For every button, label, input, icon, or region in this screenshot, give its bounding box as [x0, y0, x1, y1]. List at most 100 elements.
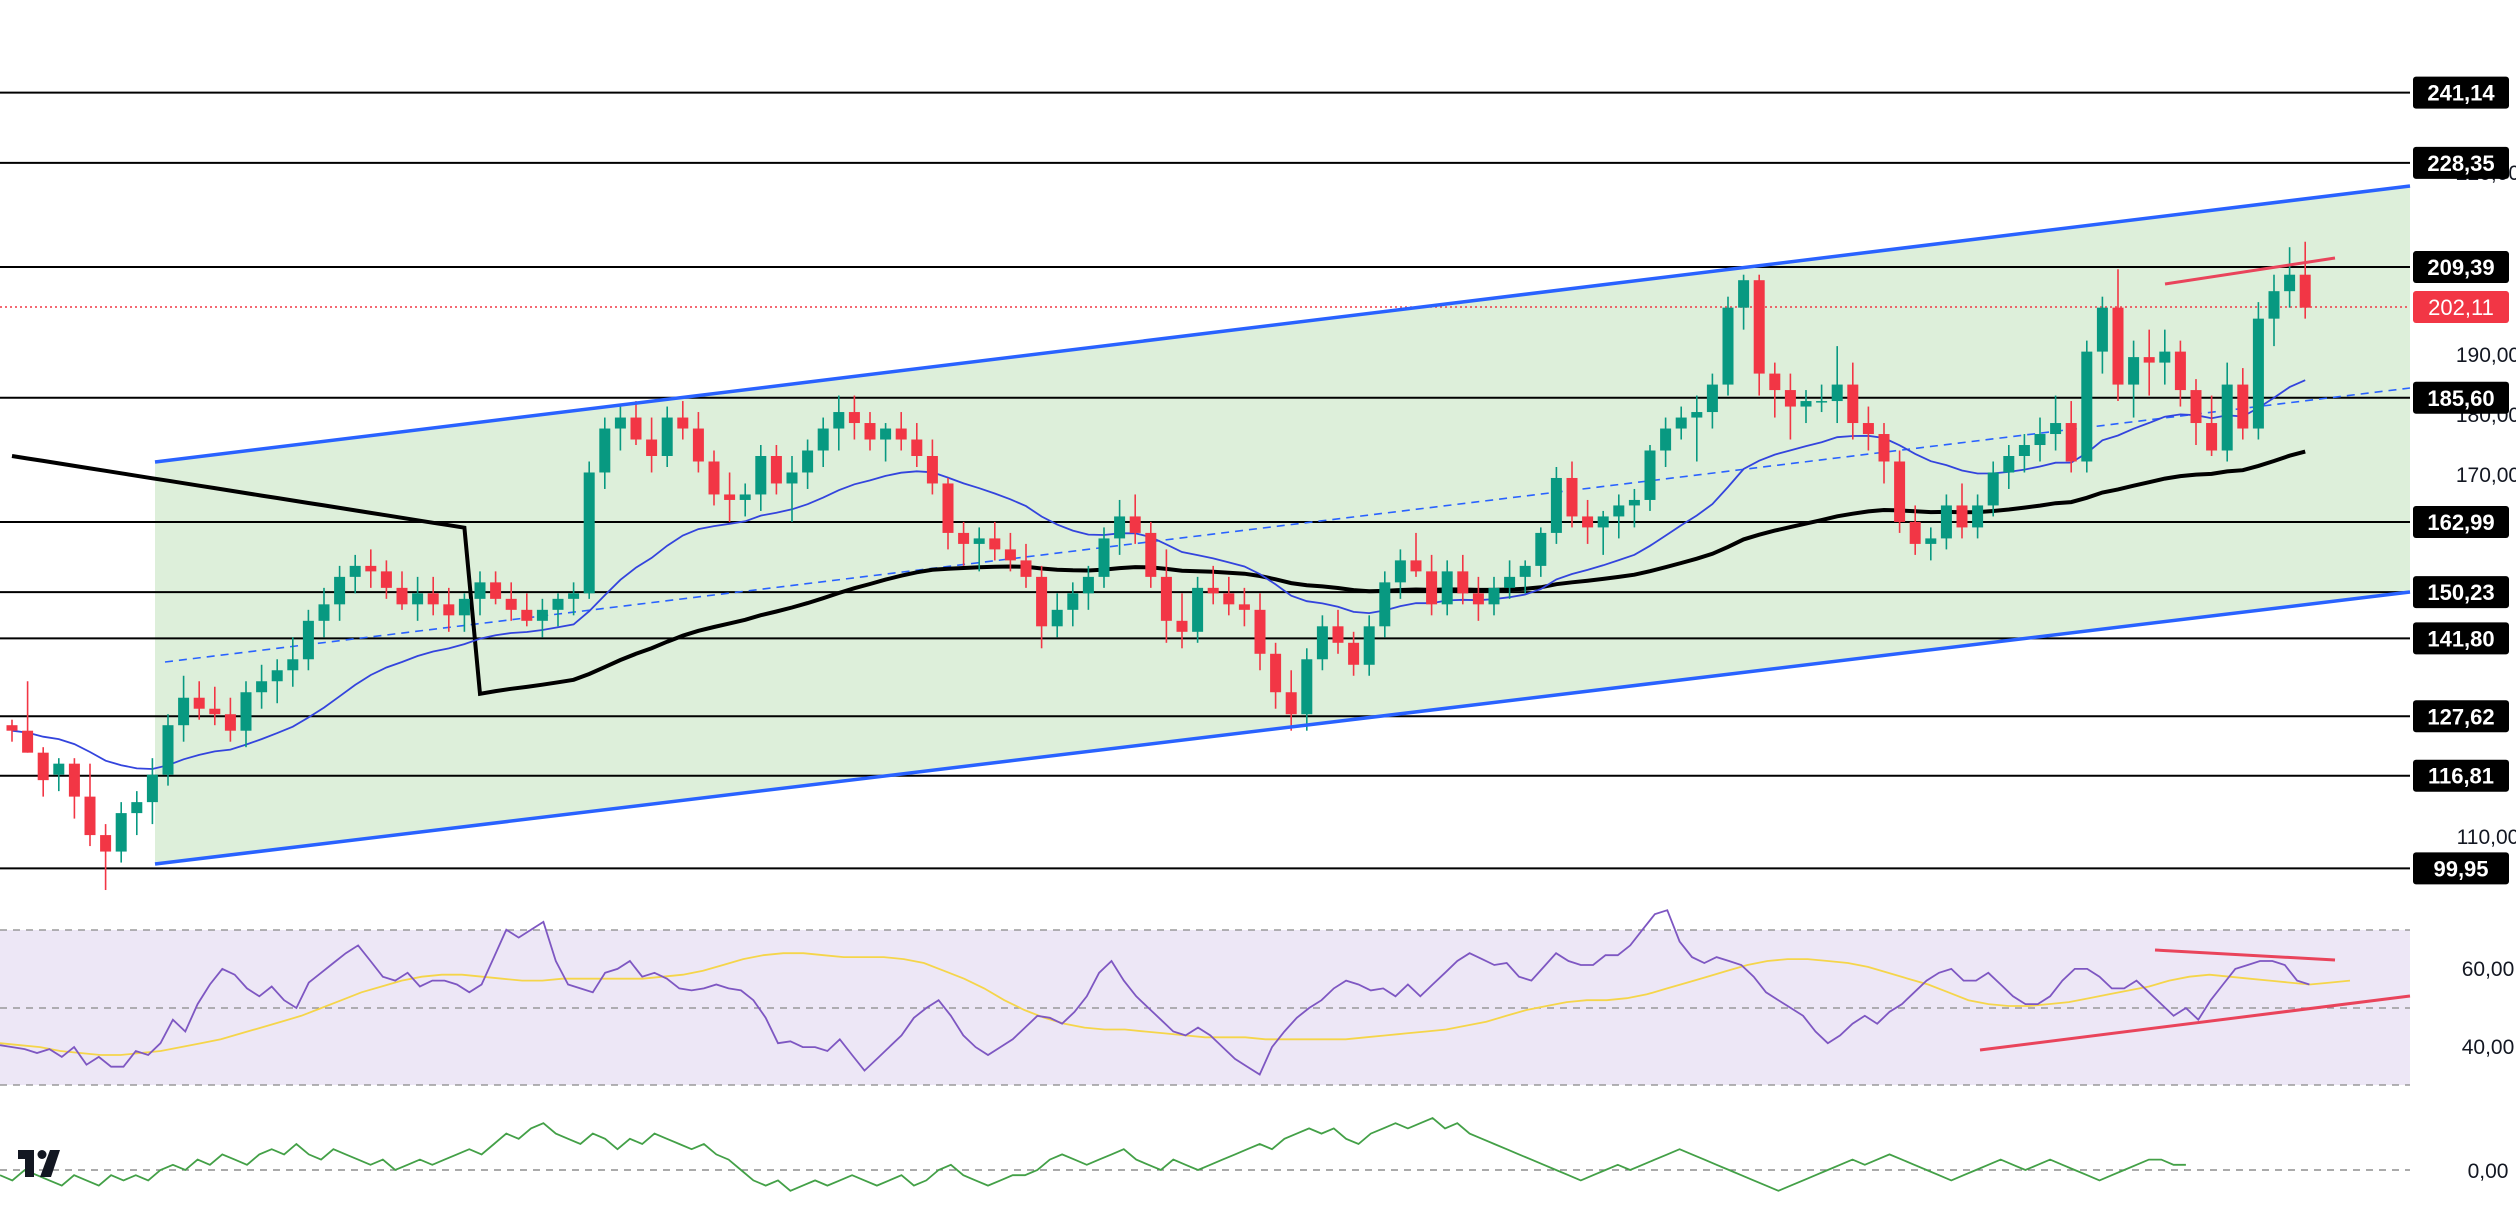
candlestick-series: [6, 241, 2311, 891]
candle-94: [1472, 576, 1484, 621]
candle-66: [1036, 565, 1048, 649]
price-axis[interactable]: 220,00190,00180,00170,00110,00241,14228,…: [2413, 76, 2516, 1183]
candle-body: [1644, 450, 1656, 500]
level-badge-label-5: 150,23: [2427, 580, 2494, 605]
candle-body: [1176, 620, 1188, 632]
candle-body: [1004, 549, 1016, 561]
candle-body: [474, 582, 486, 599]
candle-body: [1519, 565, 1531, 577]
candle-70: [1098, 527, 1110, 588]
candle-104: [1628, 488, 1640, 528]
candle-40: [630, 401, 642, 446]
candle-body: [2221, 384, 2233, 451]
candle-88: [1379, 571, 1391, 638]
candle-59: [926, 439, 938, 495]
candle-body: [880, 428, 892, 440]
candle-body: [1379, 582, 1391, 627]
ema-50-line: [11, 379, 2306, 770]
candle-body: [2096, 307, 2108, 352]
candle-141: [2206, 395, 2218, 456]
candle-57: [895, 412, 907, 451]
candle-body: [100, 835, 112, 852]
candle-119: [1862, 406, 1874, 451]
candle-64: [1004, 532, 1016, 572]
candle-body: [1894, 461, 1906, 522]
candle-144: [2252, 302, 2264, 440]
candle-6: [100, 824, 112, 891]
level-badge-9: [2413, 852, 2509, 885]
candle-62: [973, 527, 985, 572]
candle-53: [833, 395, 845, 451]
candle-93: [1457, 554, 1469, 605]
level-badge-label-9: 99,95: [2433, 856, 2488, 881]
candle-35: [552, 593, 564, 627]
candle-body: [2050, 423, 2062, 435]
level-badge-label-7: 127,62: [2427, 704, 2494, 729]
candle-108: [1691, 395, 1703, 462]
candle-body: [677, 417, 689, 429]
candle-body: [2003, 456, 2015, 473]
momentum-pane: [0, 1116, 2410, 1192]
candle-36: [568, 582, 580, 616]
candle-103: [1613, 494, 1625, 539]
candle-body: [2237, 384, 2249, 429]
candle-body: [162, 725, 174, 775]
candle-body: [1394, 560, 1406, 583]
candle-body: [1254, 609, 1266, 654]
candle-14: [224, 697, 236, 742]
axis-tick-label-1: 190,00: [2456, 344, 2516, 367]
candle-body: [552, 598, 564, 610]
candle-body: [1847, 384, 1859, 424]
candle-body: [958, 532, 970, 544]
candle-body: [1738, 280, 1750, 308]
momentum-tick-label: 0,00: [2468, 1160, 2509, 1183]
candle-body: [2128, 357, 2140, 385]
candle-body: [209, 708, 221, 715]
candle-60: [942, 477, 954, 550]
candle-body: [287, 659, 299, 671]
candle-body: [1207, 587, 1219, 594]
candle-body: [521, 609, 533, 621]
level-badge-0: [2413, 76, 2509, 109]
candle-body: [427, 593, 439, 605]
candle-105: [1644, 445, 1656, 511]
candle-123: [1925, 527, 1937, 561]
candle-body: [1816, 401, 1828, 403]
momentum-line: [0, 1116, 2186, 1192]
rsi-tick-label-0: 60,00: [2462, 958, 2515, 981]
candle-body: [380, 571, 392, 588]
candle-body: [1348, 642, 1360, 665]
candle-3: [53, 758, 65, 792]
candle-body: [2206, 423, 2218, 451]
candle-body: [1504, 576, 1516, 588]
candle-body: [178, 697, 190, 726]
axis-tick-label-3: 170,00: [2456, 464, 2516, 487]
candle-71: [1114, 499, 1126, 555]
candle-136: [2128, 340, 2140, 418]
level-badge-1: [2413, 146, 2509, 179]
candle-body: [1160, 576, 1172, 621]
candle-body: [895, 428, 907, 440]
candle-body: [2112, 307, 2124, 385]
candle-body: [1488, 587, 1500, 605]
candle-16: [256, 664, 268, 709]
candle-body: [1909, 521, 1921, 544]
candle-110: [1722, 296, 1734, 396]
level-badge-6: [2413, 622, 2509, 655]
candle-body: [1675, 417, 1687, 429]
candle-body: [926, 456, 938, 484]
level-badge-5: [2413, 576, 2509, 609]
candle-89: [1394, 549, 1406, 599]
level-badge-label-8: 116,81: [2428, 764, 2494, 789]
candle-body: [568, 593, 580, 599]
price-pane: [0, 91, 2411, 891]
candle-11: [178, 675, 190, 742]
candle-body: [770, 456, 782, 484]
candle-body: [1613, 505, 1625, 517]
candle-99: [1550, 466, 1562, 544]
candle-25: [396, 571, 408, 610]
candle-8: [131, 791, 143, 836]
candle-122: [1909, 505, 1921, 555]
